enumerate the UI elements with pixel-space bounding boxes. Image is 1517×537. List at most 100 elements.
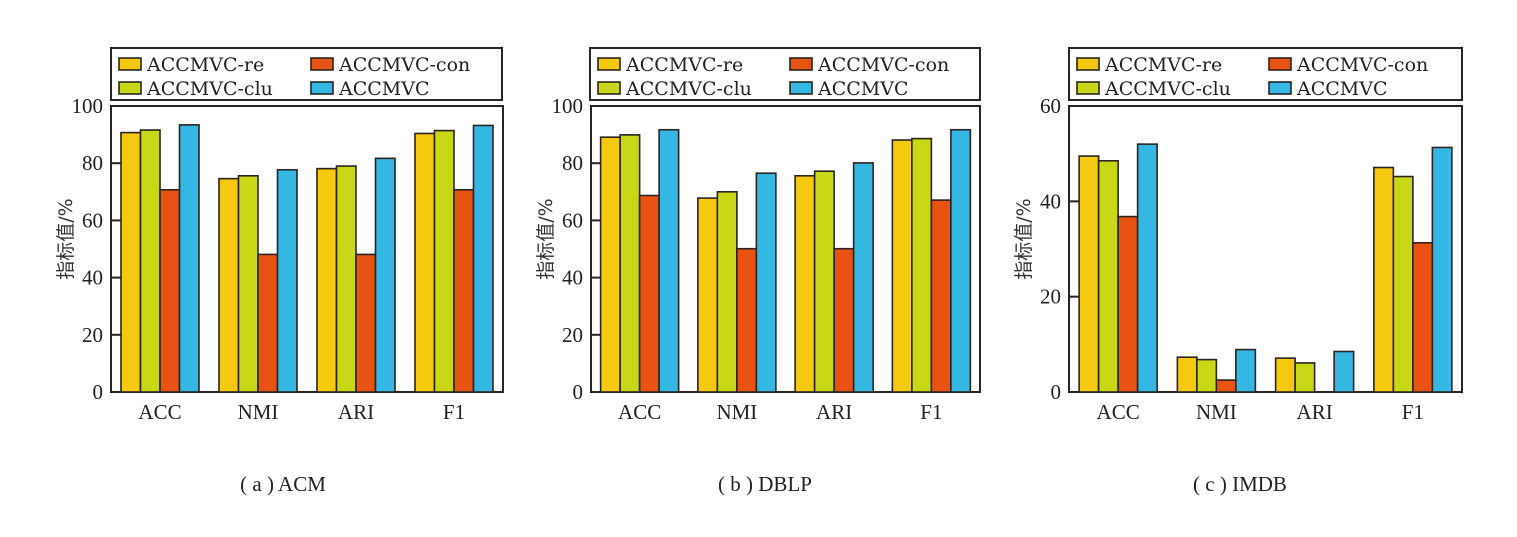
y-tick-label: 40 — [82, 266, 103, 290]
plot-frame — [590, 105, 981, 393]
bar-nmi-accmvc-re — [697, 197, 719, 393]
x-tick-label: ARI — [338, 400, 374, 424]
y-tick-label: 80 — [562, 151, 583, 175]
bar-nmi-accmvc-con — [257, 253, 279, 393]
bar-nmi-accmvc-clu — [716, 191, 738, 393]
bar-nmi-accmvc-clu — [237, 174, 259, 393]
y-tick-label: 80 — [82, 151, 103, 175]
x-tick-label: NMI — [716, 400, 757, 424]
bar-acc-accmvc-clu — [139, 129, 161, 393]
bar-f1-accmvc-re — [414, 132, 436, 393]
chart-caption: ( a ) ACM — [240, 472, 326, 496]
x-tick-label: ACC — [138, 400, 181, 424]
legend-label: ACCMVC-con — [817, 54, 949, 76]
legend: ACCMVC-re ACCMVC-con ACCMVC-clu ACCMVC — [1068, 47, 1463, 101]
bar-acc-accmvc — [178, 124, 200, 393]
x-tick-label: ACC — [618, 400, 661, 424]
y-axis-label: 指标值/% — [1013, 198, 1035, 279]
legend-swatch — [597, 57, 621, 71]
bar-acc-accmvc-re — [599, 136, 621, 393]
legend-swatch — [1268, 81, 1292, 95]
bar-ari-accmvc-clu — [813, 170, 835, 393]
legend-frame — [1068, 47, 1463, 101]
legend-label: ACCMVC-clu — [625, 78, 752, 100]
bar-acc-accmvc-re — [120, 131, 142, 393]
legend-swatch — [1076, 81, 1100, 95]
legend-label: ACCMVC-re — [146, 54, 264, 76]
bar-acc-accmvc — [658, 128, 680, 393]
y-tick-label: 40 — [562, 266, 583, 290]
y-tick-label: 60 — [1040, 94, 1061, 118]
bar-f1-accmvc-con — [930, 199, 952, 393]
bar-nmi-accmvc-clu — [1196, 358, 1218, 393]
bar-f1-accmvc — [472, 124, 494, 393]
bar-ari-accmvc-con — [355, 253, 377, 393]
bar-ari-accmvc — [1333, 350, 1355, 393]
chart-caption: ( b ) DBLP — [718, 472, 812, 496]
bar-acc-accmvc-con — [1117, 215, 1139, 393]
x-tick-label: NMI — [238, 400, 279, 424]
legend-swatch — [118, 81, 142, 95]
y-tick-label: 0 — [573, 380, 584, 404]
y-tick-label: 0 — [1051, 380, 1062, 404]
bar-ari-accmvc-re — [794, 174, 816, 393]
y-tick-label: 0 — [93, 380, 104, 404]
legend-label: ACCMVC-clu — [146, 78, 273, 100]
plot-frame — [110, 105, 504, 393]
bar-f1-accmvc-re — [891, 139, 913, 393]
y-tick-label: 100 — [72, 94, 104, 118]
legend-swatch — [789, 57, 813, 71]
bar-ari-accmvc — [852, 162, 874, 393]
x-tick-label: F1 — [1402, 400, 1424, 424]
y-tick-label: 20 — [82, 323, 103, 347]
legend-label: ACCMVC — [817, 78, 909, 100]
legend-swatch — [1076, 57, 1100, 71]
y-tick-label: 60 — [562, 208, 583, 232]
bar-f1-accmvc-clu — [433, 129, 455, 393]
x-tick-label: ARI — [1297, 400, 1333, 424]
bar-f1-accmvc-clu — [911, 137, 933, 393]
x-tick-label: F1 — [920, 400, 942, 424]
x-tick-label: ACC — [1097, 400, 1140, 424]
legend-label: ACCMVC-re — [1104, 54, 1222, 76]
bar-nmi-accmvc-con — [736, 247, 758, 393]
plot-frame — [1068, 105, 1463, 393]
bar-ari-accmvc-clu — [335, 165, 357, 393]
legend-swatch — [597, 81, 621, 95]
x-tick-label: ARI — [816, 400, 852, 424]
bar-acc-accmvc-con — [159, 188, 181, 393]
legend-label: ACCMVC-clu — [1104, 78, 1231, 100]
bar-ari-accmvc-clu — [1294, 362, 1316, 393]
x-tick-label: F1 — [443, 400, 465, 424]
bar-ari-accmvc-con — [833, 247, 855, 393]
y-axis-label: 指标值/% — [535, 198, 557, 279]
x-tick-label: NMI — [1196, 400, 1237, 424]
bar-ari-accmvc — [374, 157, 396, 393]
y-tick-label: 60 — [82, 208, 103, 232]
y-tick-label: 100 — [552, 94, 584, 118]
bar-ari-accmvc-re — [316, 167, 338, 393]
bar-acc-accmvc-con — [638, 194, 660, 393]
bar-f1-accmvc-clu — [1392, 175, 1414, 393]
legend-swatch — [310, 57, 334, 71]
legend-label: ACCMVC — [1296, 78, 1388, 100]
legend-frame — [589, 47, 981, 101]
legend: ACCMVC-re ACCMVC-con ACCMVC-clu ACCMVC — [589, 47, 981, 101]
bar-nmi-accmvc-con — [1215, 379, 1237, 393]
bar-acc-accmvc-clu — [1097, 160, 1119, 393]
bar-f1-accmvc — [950, 128, 972, 393]
bar-f1-accmvc-re — [1373, 166, 1395, 393]
y-tick-label: 20 — [1040, 285, 1061, 309]
bar-acc-accmvc-re — [1078, 155, 1100, 393]
legend-swatch — [310, 81, 334, 95]
bar-ari-accmvc-re — [1274, 357, 1296, 393]
bar-nmi-accmvc — [276, 168, 298, 393]
bar-acc-accmvc — [1136, 143, 1158, 393]
legend-frame — [110, 47, 503, 101]
legend-swatch — [1268, 57, 1292, 71]
y-tick-label: 20 — [562, 323, 583, 347]
chart-caption: ( c ) IMDB — [1193, 472, 1287, 496]
bar-acc-accmvc-clu — [619, 134, 641, 393]
